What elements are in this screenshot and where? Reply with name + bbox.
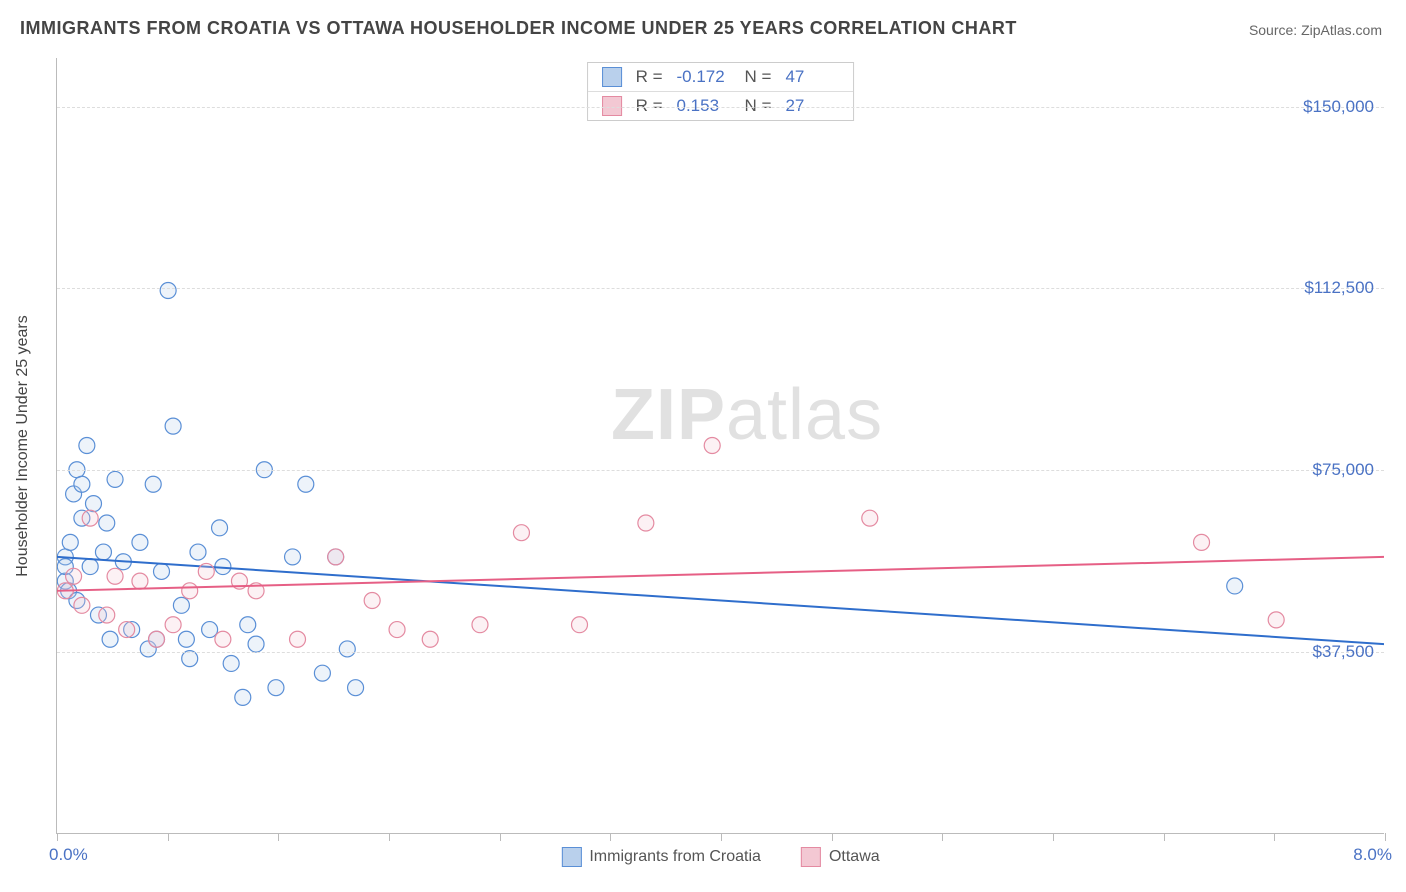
scatter-point-croatia — [145, 476, 161, 492]
scatter-point-croatia — [154, 563, 170, 579]
scatter-point-ottawa — [862, 510, 878, 526]
x-tick — [832, 833, 833, 841]
scatter-point-ottawa — [132, 573, 148, 589]
plot-area: Householder Income Under 25 years ZIPatl… — [56, 58, 1384, 834]
scatter-point-ottawa — [328, 549, 344, 565]
x-tick — [1385, 833, 1386, 841]
scatter-point-ottawa — [198, 563, 214, 579]
scatter-point-croatia — [240, 617, 256, 633]
scatter-point-ottawa — [472, 617, 488, 633]
scatter-point-croatia — [82, 559, 98, 575]
scatter-point-croatia — [1227, 578, 1243, 594]
scatter-point-croatia — [62, 534, 78, 550]
scatter-point-ottawa — [165, 617, 181, 633]
x-tick — [57, 833, 58, 841]
scatter-point-ottawa — [99, 607, 115, 623]
scatter-point-ottawa — [149, 631, 165, 647]
x-tick — [1053, 833, 1054, 841]
scatter-point-croatia — [102, 631, 118, 647]
scatter-point-ottawa — [572, 617, 588, 633]
regression-line-croatia — [57, 557, 1384, 644]
source-label: Source: ZipAtlas.com — [1249, 22, 1382, 38]
scatter-point-ottawa — [119, 622, 135, 638]
scatter-point-croatia — [178, 631, 194, 647]
legend-item-croatia: Immigrants from Croatia — [561, 847, 761, 867]
scatter-point-ottawa — [182, 583, 198, 599]
y-tick-label: $112,500 — [1304, 278, 1374, 298]
x-tick — [610, 833, 611, 841]
y-tick-label: $150,000 — [1303, 97, 1374, 117]
scatter-point-croatia — [74, 476, 90, 492]
y-axis-label: Householder Income Under 25 years — [14, 315, 32, 576]
scatter-point-ottawa — [107, 568, 123, 584]
legend-label-ottawa: Ottawa — [829, 848, 880, 866]
scatter-point-ottawa — [389, 622, 405, 638]
scatter-point-croatia — [165, 418, 181, 434]
scatter-point-croatia — [223, 655, 239, 671]
scatter-point-croatia — [348, 680, 364, 696]
x-tick — [500, 833, 501, 841]
x-tick — [1274, 833, 1275, 841]
x-tick — [278, 833, 279, 841]
scatter-point-croatia — [107, 471, 123, 487]
scatter-point-croatia — [99, 515, 115, 531]
scatter-point-croatia — [190, 544, 206, 560]
scatter-point-croatia — [285, 549, 301, 565]
scatter-point-croatia — [339, 641, 355, 657]
scatter-point-ottawa — [638, 515, 654, 531]
x-max-label: 8.0% — [1353, 845, 1392, 865]
scatter-point-croatia — [314, 665, 330, 681]
x-min-label: 0.0% — [49, 845, 88, 865]
x-tick — [721, 833, 722, 841]
scatter-point-croatia — [268, 680, 284, 696]
scatter-point-croatia — [202, 622, 218, 638]
scatter-point-ottawa — [215, 631, 231, 647]
scatter-point-croatia — [248, 636, 264, 652]
x-tick — [389, 833, 390, 841]
scatter-point-ottawa — [513, 525, 529, 541]
y-tick-label: $75,000 — [1313, 460, 1374, 480]
x-tick — [1164, 833, 1165, 841]
gridline-h — [57, 652, 1384, 653]
scatter-point-croatia — [160, 283, 176, 299]
scatter-point-croatia — [85, 496, 101, 512]
gridline-h — [57, 107, 1384, 108]
scatter-point-croatia — [95, 544, 111, 560]
swatch-croatia — [561, 847, 581, 867]
scatter-point-ottawa — [74, 597, 90, 613]
regression-line-ottawa — [57, 557, 1384, 591]
x-tick — [168, 833, 169, 841]
legend-bottom: Immigrants from Croatia Ottawa — [561, 847, 879, 867]
scatter-point-croatia — [132, 534, 148, 550]
x-tick — [942, 833, 943, 841]
y-tick-label: $37,500 — [1313, 642, 1374, 662]
chart-title: IMMIGRANTS FROM CROATIA VS OTTAWA HOUSEH… — [20, 18, 1017, 39]
legend-item-ottawa: Ottawa — [801, 847, 880, 867]
scatter-point-ottawa — [66, 568, 82, 584]
scatter-point-croatia — [298, 476, 314, 492]
scatter-point-croatia — [173, 597, 189, 613]
scatter-point-ottawa — [364, 593, 380, 609]
scatter-point-croatia — [79, 438, 95, 454]
scatter-point-ottawa — [290, 631, 306, 647]
gridline-h — [57, 470, 1384, 471]
scatter-point-ottawa — [704, 438, 720, 454]
swatch-ottawa — [801, 847, 821, 867]
scatter-point-ottawa — [82, 510, 98, 526]
legend-label-croatia: Immigrants from Croatia — [589, 848, 761, 866]
scatter-point-croatia — [212, 520, 228, 536]
scatter-point-ottawa — [1194, 534, 1210, 550]
gridline-h — [57, 288, 1384, 289]
scatter-point-croatia — [235, 689, 251, 705]
scatter-point-ottawa — [1268, 612, 1284, 628]
scatter-svg — [57, 58, 1384, 833]
scatter-point-ottawa — [422, 631, 438, 647]
